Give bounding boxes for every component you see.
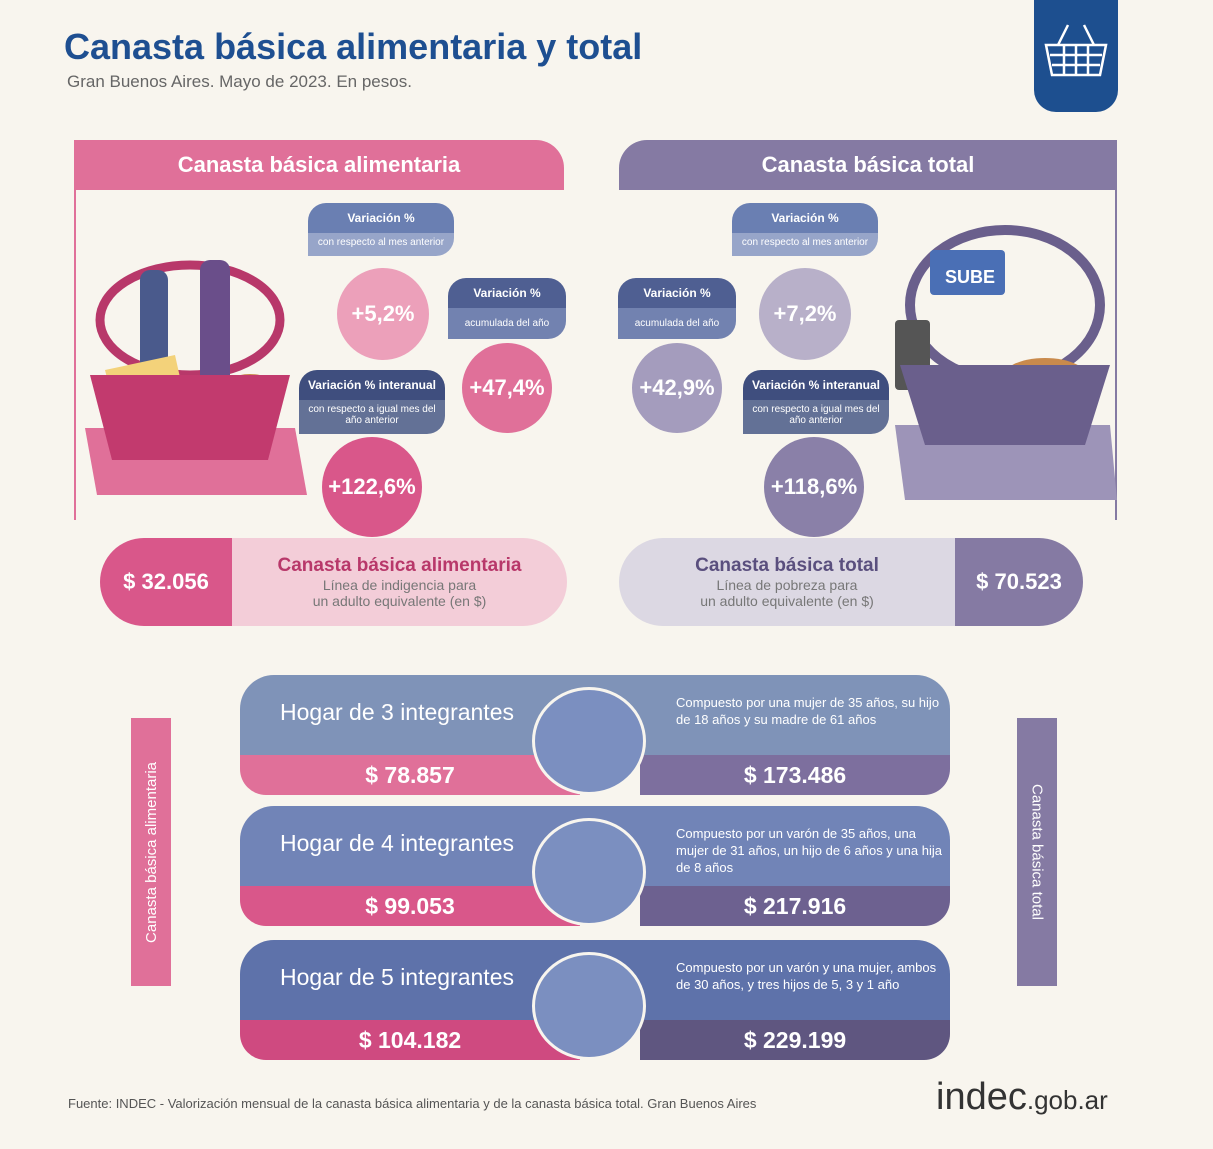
total-basket-illustration: SUBE xyxy=(895,225,1120,510)
hogar-cba-value: $ 104.182 xyxy=(240,1020,580,1060)
cbt-acumulada-label: Variación % acumulada del año xyxy=(618,278,736,339)
hogar-cbt-value: $ 173.486 xyxy=(640,755,950,795)
hogar-cba-value: $ 99.053 xyxy=(240,886,580,926)
source-note: Fuente: INDEC - Valorización mensual de … xyxy=(68,1096,757,1111)
sube-card-label: SUBE xyxy=(945,267,995,287)
cbt-interanual-label: Variación % interanual con respecto a igu… xyxy=(743,370,889,434)
cba-vertical-label: Canasta básica alimentaria xyxy=(131,718,171,986)
indec-logo[interactable]: indec.gob.ar xyxy=(936,1076,1108,1118)
cba-interanual-label: Variación % interanual con respecto a igu… xyxy=(299,370,445,434)
cba-desc: Línea de indigencia para xyxy=(322,577,477,593)
cba-price-bar: $ 32.056 Canasta básica alimentaria Líne… xyxy=(100,538,567,626)
family-illustration xyxy=(532,687,646,795)
cbt-mensual-value: +7,2% xyxy=(759,268,851,360)
hogar-desc: Compuesto por una mujer de 35 años, su h… xyxy=(676,695,940,727)
hogar-cbt-value: $ 229.199 xyxy=(640,1020,950,1060)
cbt-header: Canasta básica total xyxy=(619,140,1117,190)
page-title: Canasta básica alimentaria y total xyxy=(64,26,643,67)
hogar-row: Hogar de 3 integrantes Compuesto por una… xyxy=(240,675,950,799)
cbt-mensual-label: Variación % con respecto al mes anterior xyxy=(732,203,878,256)
cbt-acumulada-value: +42,9% xyxy=(632,343,722,433)
family-illustration xyxy=(532,818,646,926)
cba-acumulada-label: Variación % acumulada del año xyxy=(448,278,566,339)
cba-label: Canasta básica alimentaria xyxy=(277,555,522,576)
cbt-desc: Línea de pobreza para xyxy=(716,577,858,593)
hogar-title: Hogar de 3 integrantes xyxy=(280,699,514,725)
cbt-interanual-value: +118,6% xyxy=(764,437,864,537)
hogar-row: Hogar de 4 integrantes Compuesto por un … xyxy=(240,806,950,930)
cba-acumulada-value: +47,4% xyxy=(462,343,552,433)
cba-price: $ 32.056 xyxy=(100,538,232,626)
cba-header: Canasta básica alimentaria xyxy=(74,140,564,190)
cba-mensual-value: +5,2% xyxy=(337,268,429,360)
hogar-title: Hogar de 4 integrantes xyxy=(280,830,514,856)
hogar-row: Hogar de 5 integrantes Compuesto por un … xyxy=(240,940,950,1064)
cbt-price-bar: Canasta básica total Línea de pobreza pa… xyxy=(619,538,1083,626)
cbt-label: Canasta básica total xyxy=(695,555,879,576)
cbt-price: $ 70.523 xyxy=(955,538,1083,626)
hogar-cba-value: $ 78.857 xyxy=(240,755,580,795)
cba-frame xyxy=(74,190,564,520)
basket-icon xyxy=(1034,0,1118,112)
cba-interanual-value: +122,6% xyxy=(322,437,422,537)
hogar-cbt-value: $ 217.916 xyxy=(640,886,950,926)
cba-desc: un adulto equivalente (en $) xyxy=(312,593,487,609)
family-illustration xyxy=(532,952,646,1060)
cbt-desc: un adulto equivalente (en $) xyxy=(700,593,874,609)
cbt-frame xyxy=(619,190,1117,520)
cbt-vertical-label: Canasta básica total xyxy=(1017,718,1057,986)
hogar-desc: Compuesto por un varón de 35 años, una m… xyxy=(676,826,942,875)
hogar-title: Hogar de 5 integrantes xyxy=(280,964,514,990)
page-subtitle: Gran Buenos Aires. Mayo de 2023. En peso… xyxy=(67,72,412,91)
hogar-desc: Compuesto por un varón y una mujer, ambo… xyxy=(676,960,937,992)
food-basket-illustration xyxy=(85,260,310,510)
cba-mensual-label: Variación % con respecto al mes anterior xyxy=(308,203,454,256)
